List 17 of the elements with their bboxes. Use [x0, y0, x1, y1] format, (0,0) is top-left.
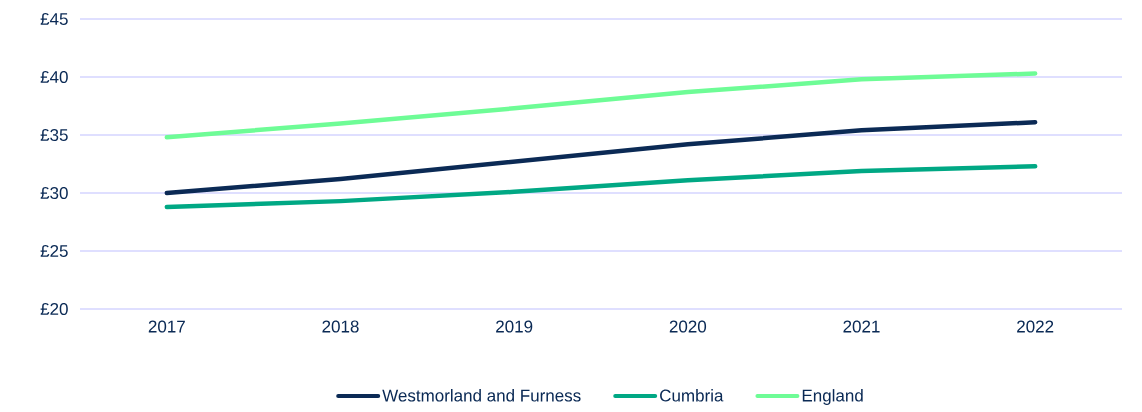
x-tick-label: 2022	[1017, 320, 1054, 333]
legend-label: England	[802, 389, 863, 405]
y-tick-label: £25	[40, 244, 68, 258]
x-tick-label: 2017	[148, 320, 185, 333]
y-tick-label: £35	[40, 128, 68, 142]
x-tick-label: 2018	[322, 320, 359, 333]
line-series	[164, 71, 1038, 140]
y-tick-label: £40	[40, 70, 68, 84]
x-tick-label: 2019	[496, 320, 533, 333]
legend-label: Westmorland and Furness	[382, 389, 581, 402]
y-tick-label: £20	[40, 302, 68, 316]
y-tick-label: £45	[40, 12, 68, 26]
legend-label: Cumbria	[660, 389, 724, 402]
x-tick-label: 2021	[843, 320, 880, 333]
line-series	[164, 164, 1038, 210]
x-tick-label: 2020	[669, 320, 707, 333]
y-tick-label: £30	[40, 186, 68, 200]
